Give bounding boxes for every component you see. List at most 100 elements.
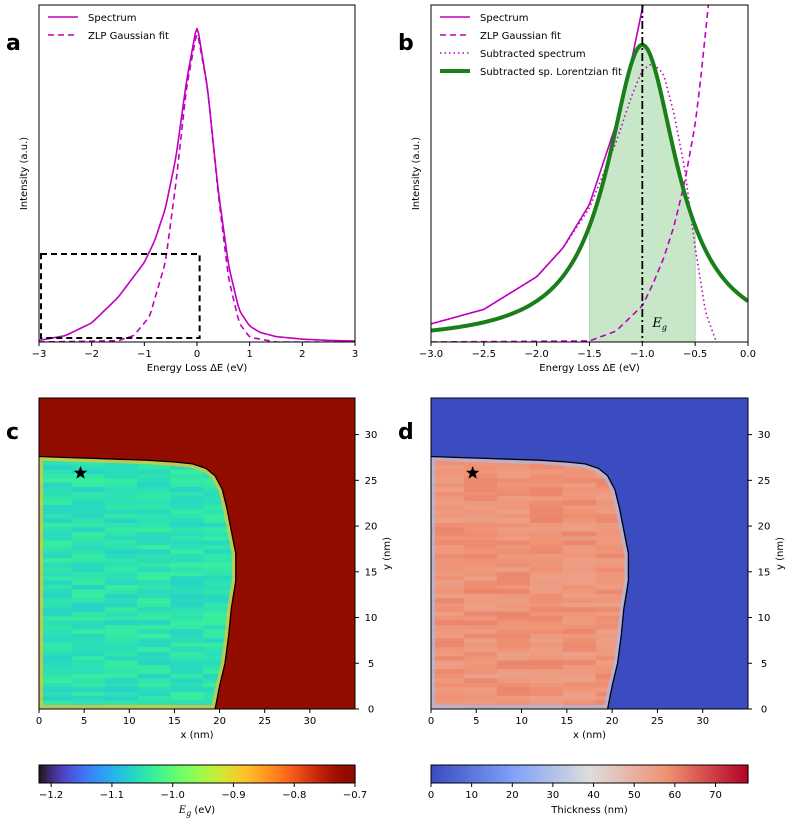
colorbar-cell bbox=[444, 765, 448, 783]
colorbar-cell bbox=[310, 765, 314, 783]
heatmap-cell bbox=[562, 629, 597, 634]
heatmap-cell bbox=[463, 566, 498, 572]
heatmap-cell bbox=[496, 540, 531, 546]
heatmap-cell bbox=[496, 691, 531, 697]
heatmap-cell bbox=[104, 646, 138, 652]
heatmap-cell bbox=[39, 642, 73, 648]
colorbar-cell bbox=[454, 765, 459, 783]
heatmap-cell bbox=[496, 673, 531, 679]
y-tick-label: 30 bbox=[758, 430, 771, 441]
colorbar-cell bbox=[131, 765, 135, 783]
heatmap-cell bbox=[562, 482, 597, 488]
heatmap-cell bbox=[595, 646, 629, 652]
y-tick-label: 20 bbox=[758, 522, 771, 533]
heatmap-cell bbox=[431, 571, 465, 577]
heatmap-cell bbox=[137, 602, 171, 608]
heatmap-cell bbox=[170, 544, 204, 550]
legend-entry: Spectrum bbox=[88, 13, 136, 24]
colorbar-cell bbox=[600, 765, 604, 783]
colorbar-cell bbox=[536, 765, 540, 783]
heatmap-cell bbox=[562, 526, 597, 532]
colorbar-cell bbox=[740, 765, 744, 783]
heatmap-cell bbox=[39, 655, 73, 661]
colorbar-cell bbox=[149, 765, 153, 783]
colorbar-cell bbox=[41, 765, 45, 783]
eg-label-sub: g bbox=[662, 323, 667, 332]
colorbar-cell bbox=[729, 765, 733, 783]
colorbar-cell bbox=[541, 765, 546, 783]
heatmap-cell bbox=[71, 557, 106, 563]
heatmap-cell bbox=[463, 642, 498, 648]
colorbar-cell bbox=[618, 765, 622, 783]
heatmap-cell bbox=[463, 584, 498, 590]
x-tick-label: −3.0 bbox=[419, 349, 443, 360]
colorbar-cell bbox=[441, 765, 445, 783]
heatmap-cell bbox=[137, 664, 171, 670]
heatmap-cell bbox=[71, 651, 106, 657]
eg-label-main: E bbox=[651, 316, 662, 331]
colorbar-cell bbox=[339, 765, 343, 783]
heatmap-cell bbox=[431, 469, 465, 475]
colorbar-cell bbox=[473, 765, 477, 783]
heatmap-cell bbox=[463, 615, 498, 621]
x-axis-label: Energy Loss ΔE (eV) bbox=[147, 363, 248, 374]
colorbar-cell bbox=[534, 765, 538, 783]
colorbar-cell bbox=[183, 765, 188, 783]
heatmap-cell bbox=[562, 575, 597, 581]
colorbar-tick-label: −0.7 bbox=[343, 790, 367, 801]
colorbar-cell bbox=[328, 765, 332, 783]
heatmap-cell bbox=[529, 535, 564, 541]
heatmap-cell bbox=[71, 460, 106, 466]
heatmap-cell bbox=[431, 664, 465, 670]
heatmap-cell bbox=[496, 473, 531, 479]
heatmap-cell bbox=[496, 664, 531, 670]
colorbar-cell bbox=[705, 765, 709, 783]
colorbar-cell bbox=[695, 765, 699, 783]
colorbar-cell bbox=[215, 765, 219, 783]
colorbar-cell bbox=[199, 765, 203, 783]
colorbar-cell bbox=[154, 765, 159, 783]
colorbar-cell bbox=[254, 765, 259, 783]
colorbar-cell bbox=[610, 765, 614, 783]
heatmap-cell bbox=[562, 495, 597, 501]
heatmap-cell bbox=[170, 553, 204, 559]
heatmap-cell bbox=[463, 575, 498, 581]
colorbar-cell bbox=[467, 765, 472, 783]
series-a-0 bbox=[39, 27, 355, 342]
heatmap-cell bbox=[562, 633, 597, 639]
heatmap-cell bbox=[431, 575, 465, 581]
colorbar-cell bbox=[123, 765, 127, 783]
y-axis-label: Intensity (a.u.) bbox=[19, 137, 30, 210]
colorbar-tick-label: −0.8 bbox=[282, 790, 306, 801]
heatmap-cell bbox=[496, 553, 531, 559]
heatmap-cell bbox=[39, 531, 73, 537]
heatmap-cell bbox=[170, 526, 204, 532]
x-tick-label: 5 bbox=[81, 716, 87, 727]
heatmap-cell bbox=[104, 691, 138, 697]
heatmap-cell bbox=[104, 642, 138, 648]
heatmap-cell bbox=[431, 526, 465, 532]
colorbar-cell bbox=[125, 765, 130, 783]
heatmap-cell bbox=[463, 633, 498, 639]
heatmap-cell bbox=[170, 540, 204, 546]
heatmap-cell bbox=[104, 482, 138, 488]
colorbar-cell bbox=[660, 765, 665, 783]
heatmap-cell bbox=[529, 695, 564, 701]
heatmap-cell bbox=[203, 606, 236, 612]
colorbar-cell bbox=[716, 765, 720, 783]
heatmap-cell bbox=[39, 522, 73, 528]
colorbar-cell bbox=[262, 765, 267, 783]
panel-c: 0 5 10 15 20 25 30 x (nm) 0 5 10 15 20 25 30 y (nm) c bbox=[6, 397, 393, 741]
y-axis-label: Intensity (a.u.) bbox=[411, 137, 422, 210]
colorbar-cell bbox=[470, 765, 474, 783]
heatmap-cell bbox=[463, 655, 498, 661]
heatmap-cell bbox=[170, 575, 204, 581]
heatmap-cell bbox=[431, 522, 465, 528]
colorbar-cell bbox=[433, 765, 437, 783]
heatmap-cell bbox=[170, 682, 204, 688]
heatmap-cell bbox=[562, 509, 597, 515]
heatmap-cell bbox=[137, 611, 171, 617]
legend-entry: ZLP Gaussian fit bbox=[88, 31, 169, 42]
x-tick-label: −1.0 bbox=[630, 349, 654, 360]
colorbar-cell bbox=[252, 765, 256, 783]
